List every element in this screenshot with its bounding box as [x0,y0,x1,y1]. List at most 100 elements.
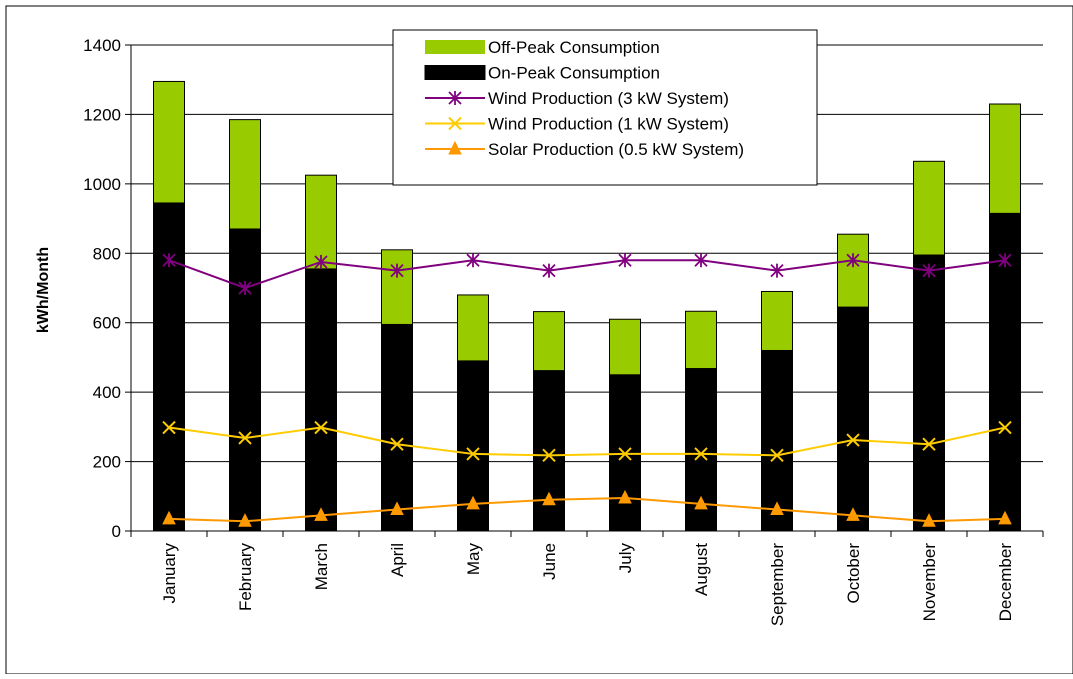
series-point-solar-production-0-5-kw-system [770,501,784,515]
bar-off-peak-january [153,80,185,204]
y-tick-label: 1200 [83,105,121,124]
x-tick-label-march: March [312,543,331,590]
marker-stroke [314,420,328,435]
series-point-solar-production-0-5-kw-system [922,513,936,527]
y-tick-label: 0 [112,522,121,541]
y-tick-label: 1400 [83,36,121,55]
legend-label-solar-production-0-5-kw-system: Solar Production (0.5 kW System) [488,140,744,159]
series-point-solar-production-0-5-kw-system [998,510,1012,525]
bar-off-peak-march [305,174,337,270]
series-point-wind-production-1-kw-system [162,420,176,435]
series-point-solar-production-0-5-kw-system [314,507,328,521]
marker-shape [846,507,860,521]
marker-stroke [390,437,404,451]
marker-stroke [998,420,1012,435]
marker-stroke [694,447,708,461]
series-point-wind-production-1-kw-system [618,447,632,461]
bar-on-peak-march [305,268,337,532]
legend-label-wind-production-1-kw-system: Wind Production (1 kW System) [488,115,729,134]
lines [162,253,1012,527]
series-point-wind-production-3-kw-system [694,253,708,268]
series-point-wind-production-1-kw-system [694,447,708,461]
legend: Off-Peak Consumption On-Peak Consumption W… [392,29,818,186]
marker-shape [998,510,1012,525]
marker-shape [390,501,404,515]
legend-swatch-on-peak-consumption [424,65,486,80]
series-point-wind-production-1-kw-system [998,420,1012,435]
series-point-wind-production-1-kw-system [238,431,252,445]
bar-on-peak-february [229,228,261,532]
bar-on-peak-april [381,323,413,532]
series-point-wind-production-1-kw-system [542,448,556,463]
series-point-solar-production-0-5-kw-system [390,501,404,515]
x-tick-label-february: February [236,543,255,612]
marker-shape [466,495,480,510]
series-point-wind-production-3-kw-system [618,253,632,268]
marker-stroke [448,116,462,131]
marker-shape [448,140,462,155]
marker-stroke [466,447,480,461]
series-point-wind-production-3-kw-system [922,263,936,278]
y-tick-label: 1000 [83,175,121,194]
series-point-solar-production-0-5-kw-system [694,495,708,510]
marker-shape [238,513,252,527]
series-line-solar-production-0-5-kw-system [168,497,1006,523]
marker-shape [694,495,708,510]
bar-off-peak-april [381,249,413,325]
legend-marker-solar-production-0-5-kw-system [448,140,462,155]
legend-label-wind-production-3-kw-system: Wind Production (3 kW System) [488,89,729,108]
bar-off-peak-july [609,318,641,376]
axes: 0 200 400 600 800 1000 1200 1400 January February… [83,36,1044,626]
x-tick-label-december: December [996,543,1015,622]
legend-label-on-peak-consumption: On-Peak Consumption [488,64,660,83]
marker-stroke [618,447,632,461]
x-tick-label-june: June [540,543,559,580]
series-point-solar-production-0-5-kw-system [466,495,480,510]
y-axis-title: kWh/Month [35,247,52,333]
bar-off-peak-june [533,311,565,372]
legend-items: Off-Peak Consumption On-Peak Consumption W… [424,38,744,159]
series-point-wind-production-3-kw-system [314,254,328,269]
x-tick-label-october: October [844,543,863,604]
bar-off-peak-october [837,233,869,308]
series-point-solar-production-0-5-kw-system [162,510,176,525]
series-point-wind-production-3-kw-system [466,253,480,268]
legend-marker-wind-production-3-kw-system [448,91,462,105]
marker-shape [922,513,936,527]
y-tick-label: 800 [93,244,121,263]
y-tick-label: 200 [93,453,121,472]
series-point-solar-production-0-5-kw-system [542,491,556,506]
series-point-solar-production-0-5-kw-system [846,507,860,521]
marker-stroke [542,448,556,463]
series-point-wind-production-3-kw-system [542,263,556,278]
bar-off-peak-august [685,310,717,370]
series-point-wind-production-1-kw-system [770,448,784,463]
bar-on-peak-june [533,370,565,532]
series-point-wind-production-3-kw-system [770,263,784,278]
legend-swatch-off-peak-consumption [425,40,485,54]
series-point-wind-production-1-kw-system [922,437,936,451]
legend-box [392,29,818,186]
series-point-wind-production-3-kw-system [998,253,1012,268]
x-tick-label-april: April [388,543,407,577]
y-tick-label: 400 [93,383,121,402]
marker-shape [314,507,328,521]
x-tick-label-july: July [616,543,635,574]
series-point-wind-production-1-kw-system [846,433,860,447]
x-tick-label-august: August [692,543,711,596]
series-line-wind-production-1-kw-system [168,426,1006,457]
bar-on-peak-january [153,202,185,532]
marker-stroke [162,420,176,435]
series-point-solar-production-0-5-kw-system [238,513,252,527]
legend-label-off-peak-consumption: Off-Peak Consumption [488,38,660,57]
legend-marker-wind-production-1-kw-system [448,116,462,131]
x-tick-label-september: September [768,543,787,626]
bar-off-peak-september [761,290,793,351]
marker-stroke [238,431,252,445]
x-tick-label-january: January [160,543,179,604]
series-point-wind-production-3-kw-system [390,263,404,278]
y-tick-label: 600 [93,314,121,333]
series-point-wind-production-1-kw-system [390,437,404,451]
